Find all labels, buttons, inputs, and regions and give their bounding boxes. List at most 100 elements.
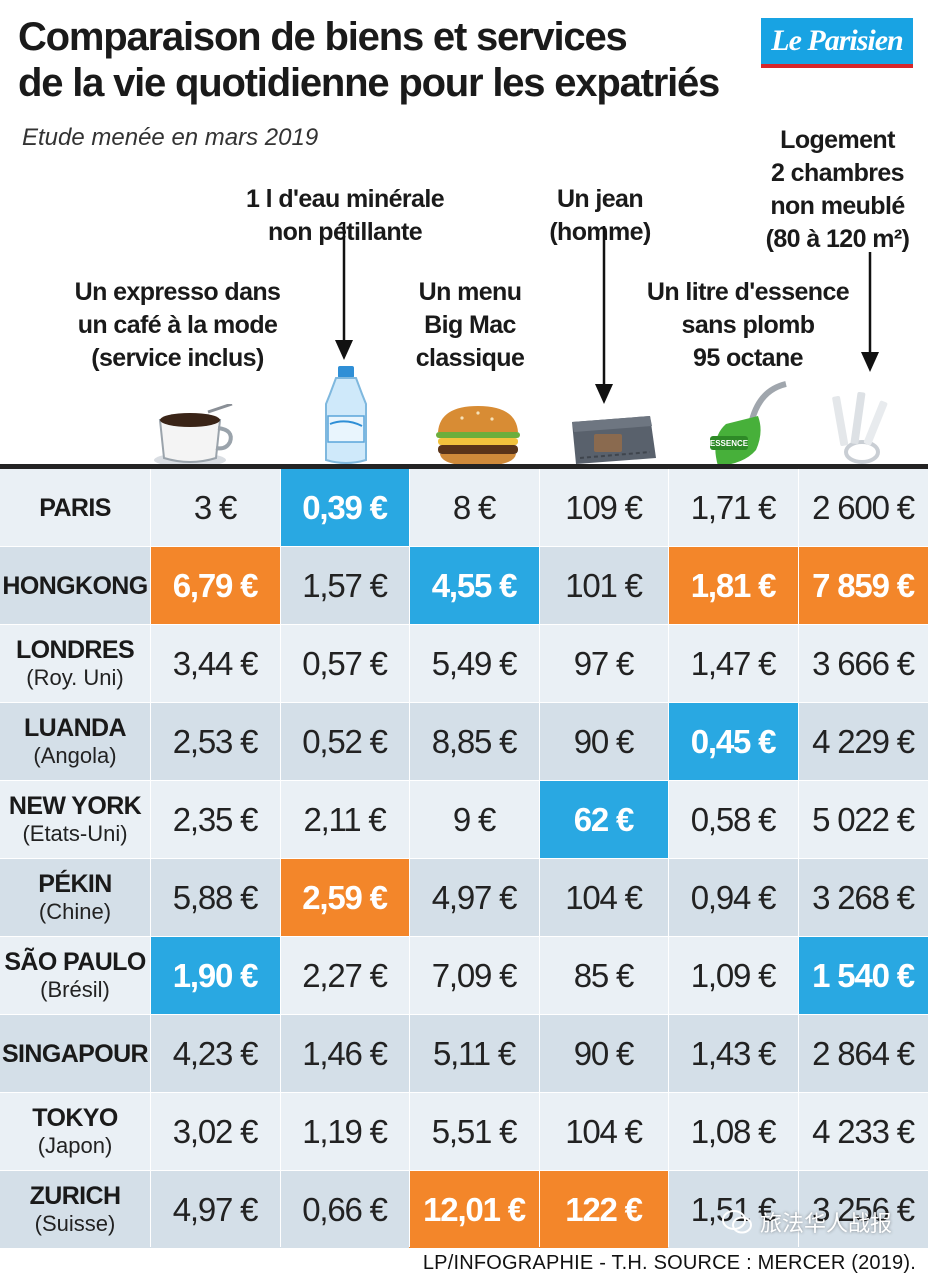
price-cell-bigmac: 4,97 € [431, 878, 518, 916]
price-cell-eau: 2,11 € [303, 800, 386, 838]
price-cell-jean: 104 € [565, 1112, 643, 1150]
price-cell-eau: 2,59 € [280, 859, 409, 936]
city-country: (Brésil) [40, 976, 110, 1002]
keys-icon [832, 391, 888, 464]
city-name: TOKYO [32, 1103, 118, 1132]
price-cell-expresso: 2,53 € [172, 722, 259, 760]
price-cell-bigmac: 8 € [452, 488, 496, 526]
price-cell-expresso: 3,02 € [172, 1112, 259, 1150]
price-cell-eau: 0,52 € [302, 722, 388, 760]
column-header-bigmac: Un menu Big Mac classique [415, 278, 525, 372]
source-credit: LP/INFOGRAPHIE - T.H. SOURCE : MERCER (2… [422, 1252, 916, 1274]
city-name: PÉKIN [38, 869, 112, 898]
column-header-logement: Logement 2 chambres non meublé (80 à 120… [765, 126, 910, 253]
table-row: PÉKIN (Chine) 5,88 € 2,59 € 4,97 € 104 € 0,94 … [0, 859, 928, 936]
price-cell-logement: 3 256 € [812, 1190, 915, 1228]
price-cell-jean: 90 € [573, 722, 635, 760]
jeans-icon [572, 416, 656, 464]
price-cell-logement: 3 666 € [812, 644, 915, 682]
price-cell-bigmac: 4,55 € [409, 547, 539, 624]
price-cell-jean: 62 € [539, 781, 668, 858]
price-cell-eau: 1,19 € [302, 1112, 388, 1150]
svg-text:ESSENCE: ESSENCE [710, 439, 749, 448]
price-cell-essence: 1,81 € [668, 547, 798, 624]
price-cell-bigmac: 5,49 € [431, 644, 518, 682]
table-row: LUANDA (Angola) 2,53 € 0,52 € 8,85 € 90 € 0,45… [0, 703, 928, 780]
page-title: Comparaison de biens et services de la v… [18, 15, 720, 105]
price-cell-jean: 109 € [565, 488, 643, 526]
coffee-cup-icon [154, 404, 233, 467]
city-name: PARIS [39, 493, 111, 522]
city-name: HONGKONG [2, 571, 148, 600]
price-cell-expresso: 3 € [193, 488, 237, 526]
column-divider [539, 469, 540, 1247]
price-cell-essence: 0,58 € [690, 800, 777, 838]
table-row: NEW YORK (Etats-Uni) 2,35 € 2,11 € 9 € 62 € 0,… [0, 781, 928, 858]
price-cell-essence: 0,45 € [668, 703, 798, 780]
le-parisien-logo: Le Parisien [761, 18, 913, 68]
price-cell-essence: 1,08 € [690, 1112, 777, 1150]
price-cell-logement: 5 022 € [812, 800, 915, 838]
price-cell-essence: 1,47 € [690, 644, 777, 682]
city-label: LONDRES (Roy. Uni) [0, 625, 150, 702]
price-cell-eau: 0,39 € [280, 469, 409, 546]
table-row: TOKYO (Japon) 3,02 € 1,19 € 5,51 € 104 € 1,08 … [0, 1093, 928, 1170]
page-subtitle: Etude menée en mars 2019 [22, 124, 319, 151]
column-header-essence: Un litre d'essence sans plomb 95 octane [646, 278, 850, 372]
city-label: TOKYO (Japon) [0, 1093, 150, 1170]
price-cell-jean: 104 € [565, 878, 643, 916]
city-country: (Angola) [33, 742, 117, 768]
price-cell-bigmac: 5,51 € [431, 1112, 518, 1150]
wechat-icon [722, 1210, 752, 1234]
price-cell-bigmac: 5,11 € [432, 1034, 516, 1072]
city-country: (Suisse) [34, 1210, 116, 1236]
city-label: LUANDA (Angola) [0, 703, 150, 780]
price-cell-logement: 3 268 € [812, 878, 915, 916]
table-row: PARIS 3 € 0,39 € 8 € 109 € 1,71 € 2 600 € [0, 469, 928, 546]
price-cell-expresso: 4,23 € [172, 1034, 259, 1072]
city-label: HONGKONG [0, 547, 150, 624]
arrow-down-icon [335, 222, 353, 360]
city-country: (Etats-Uni) [22, 820, 128, 846]
price-cell-bigmac: 9 € [452, 800, 496, 838]
watermark-text: 旅法华人战报 [760, 1211, 893, 1236]
price-cell-logement: 4 233 € [812, 1112, 915, 1150]
price-cell-eau: 0,57 € [302, 644, 388, 682]
price-cell-bigmac: 12,01 € [409, 1171, 539, 1248]
price-cell-bigmac: 8,85 € [431, 722, 518, 760]
water-bottle-icon [325, 366, 367, 464]
arrow-down-icon [595, 226, 613, 404]
table-row: SINGAPOUR 4,23 € 1,46 € 5,11 € 90 € 1,43 € 2 8… [0, 1015, 928, 1092]
price-cell-expresso: 4,97 € [172, 1190, 259, 1228]
price-cell-expresso: 6,79 € [150, 547, 280, 624]
price-cell-bigmac: 7,09 € [431, 956, 518, 994]
burger-icon [436, 406, 520, 466]
city-name: LUANDA [24, 713, 127, 742]
price-cell-expresso: 3,44 € [172, 644, 259, 682]
price-cell-logement: 2 864 € [812, 1034, 915, 1072]
price-cell-essence: 1,71 € [690, 488, 777, 526]
city-name: SINGAPOUR [1, 1039, 149, 1068]
city-label: NEW YORK (Etats-Uni) [0, 781, 150, 858]
price-table: PARIS 3 € 0,39 € 8 € 109 € 1,71 € 2 600 € HONGK… [0, 464, 928, 1252]
city-name: SÃO PAULO [4, 947, 146, 976]
price-cell-jean: 101 € [565, 566, 643, 604]
price-cell-logement: 7 859 € [798, 547, 928, 624]
price-cell-eau: 2,27 € [302, 956, 388, 994]
column-divider [409, 469, 410, 1247]
fuel-nozzle-icon: ESSENCE [710, 381, 787, 466]
table-row: SÃO PAULO (Brésil) 1,90 €2,27 €7,09 €85 €1… [0, 937, 928, 1014]
city-country: (Japon) [37, 1132, 113, 1158]
city-label: SÃO PAULO (Brésil) [0, 937, 150, 1014]
column-divider [280, 469, 281, 1247]
city-name: LONDRES [15, 635, 135, 664]
city-name: NEW YORK [8, 791, 142, 820]
price-cell-jean: 90 € [573, 1034, 635, 1072]
price-cell-logement: 1 540 € [798, 937, 928, 1014]
watermark: 旅法华人战报 [722, 1204, 892, 1240]
price-cell-logement: 2 600 € [812, 488, 915, 526]
table-top-border [0, 464, 928, 469]
price-cell-jean: 97 € [573, 644, 635, 682]
price-cell-essence: 1,43 € [690, 1034, 777, 1072]
city-country: (Chine) [38, 898, 112, 924]
